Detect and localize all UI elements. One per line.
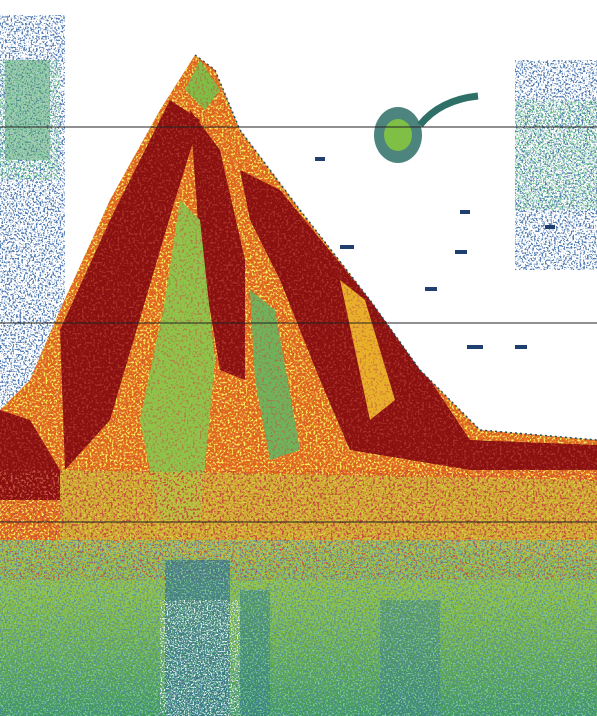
target [515,345,527,349]
right-noise [515,100,597,210]
target [425,287,437,291]
target [467,345,483,349]
page [0,0,597,716]
fish-school [384,119,412,151]
noise [0,60,60,180]
texture [160,600,240,716]
texture [0,540,597,716]
target [460,210,470,214]
target [455,250,467,254]
target [545,225,555,229]
target [340,245,354,249]
header-strip [0,0,597,12]
target [315,157,325,161]
echogram [0,0,597,716]
